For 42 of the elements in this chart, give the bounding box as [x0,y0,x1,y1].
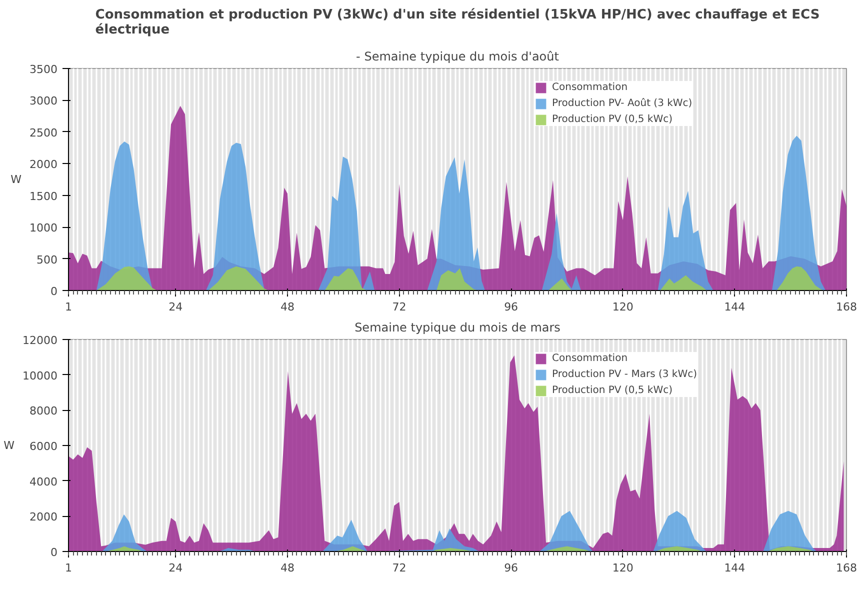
legend-label: Consommation [552,352,628,365]
y-tick-label: 3500 [30,63,58,76]
legend-label: Production PV (0,5 kWc) [552,113,672,126]
x-tick-label: 144 [724,300,746,314]
y-axis-title: W [10,173,22,186]
y-tick-label: 0 [50,546,58,559]
x-tick-label: 1 [65,300,72,314]
chart-title: Consommation et production PV (3kWc) d'un site résidentiel (15kVA HP/HC) avec chauffage et ECS électrique [95,8,820,38]
x-tick-label: 48 [280,300,294,314]
y-tick-label: 3000 [30,94,58,108]
y-tick-label: 4000 [30,475,58,488]
x-tick-label: 72 [392,300,406,314]
y-tick-label: 2000 [30,158,58,172]
legend-label: Production PV (0,5 kWc) [552,384,672,397]
x-tick-label: 96 [504,300,518,314]
y-axis-title: W [4,439,15,452]
x-tick-label: 168 [836,300,857,314]
y-tick-label: 2000 [30,510,58,524]
y-tick-label: 500 [36,253,58,266]
x-tick-label: 120 [612,300,634,314]
legend-label: Consommation [552,81,628,94]
x-tick-label: 72 [392,562,406,574]
chart-title: Semaine typique du mois de mars [354,320,560,334]
y-tick-label: 1000 [30,222,58,235]
x-tick-label: 120 [612,562,634,574]
y-tick-label: 1500 [30,190,58,203]
x-tick-label: 48 [280,562,294,574]
x-tick-label: 144 [724,562,746,574]
x-tick-label: 24 [168,300,183,314]
y-tick-label: 8000 [30,404,58,418]
y-tick-label: 0 [50,285,58,298]
y-tick-label: 2500 [30,126,58,140]
y-tick-label: 10000 [22,369,58,382]
legend-label: Production PV - Mars (3 kWc) [552,368,697,381]
x-tick-label: 96 [504,562,518,574]
y-tick-label: 6000 [30,440,58,453]
x-tick-label: 168 [836,562,857,574]
x-tick-label: 24 [168,562,183,574]
chart-subtitle: - Semaine typique du mois d'août [356,50,560,64]
legend-label: Production PV- Août (3 kWc) [552,97,692,110]
y-tick-label: 12000 [22,334,58,347]
x-tick-label: 1 [65,562,72,574]
